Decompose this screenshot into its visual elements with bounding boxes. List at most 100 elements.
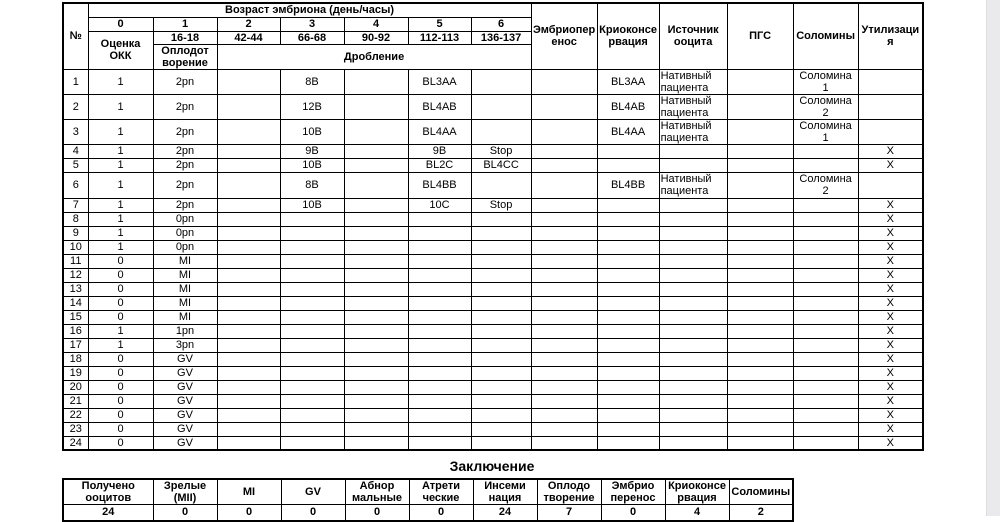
data-cell [279, 211, 345, 227]
data-cell: BL4BB [407, 171, 472, 199]
embryo-row: 3 1 2pn 10B BL4AA BL4AA Нативный пациента Солом… [62, 118, 924, 145]
data-cell: 12B [279, 93, 345, 120]
data-cell [470, 295, 532, 311]
row-number-cell: 5 [62, 157, 89, 173]
data-cell: Соломина 2 [792, 93, 859, 120]
data-cell [470, 337, 532, 353]
data-cell [726, 407, 794, 423]
data-cell [407, 323, 472, 339]
col-header-fertilization: Оплодот ворение [152, 43, 218, 70]
data-cell [792, 435, 859, 451]
data-cell: 1 [87, 68, 154, 95]
data-cell [530, 143, 598, 159]
data-cell [343, 379, 409, 395]
data-cell [596, 379, 660, 395]
data-cell: GV [152, 435, 218, 451]
data-cell [596, 295, 660, 311]
col-header-straws: Соломины [792, 2, 859, 70]
data-cell [530, 281, 598, 297]
data-cell [470, 267, 532, 283]
data-cell: 0 [87, 309, 154, 325]
data-cell [407, 239, 472, 255]
embryo-row: 5 1 2pn 10B BL2C BL4CC X [62, 157, 924, 173]
data-cell [792, 239, 859, 255]
data-cell [726, 118, 794, 145]
data-cell [596, 281, 660, 297]
row-number-cell: 23 [62, 421, 89, 437]
data-cell [726, 351, 794, 367]
data-cell [279, 393, 345, 409]
col-header-disposal: Утилизаци я [857, 2, 924, 70]
summary-value-gv: 0 [280, 504, 346, 521]
embryo-row: 22 0 GV X [62, 407, 924, 423]
data-cell [407, 351, 472, 367]
data-cell: 10B [279, 197, 345, 213]
data-cell: X [857, 295, 924, 311]
data-cell [343, 171, 409, 199]
data-cell [726, 225, 794, 241]
summary-value-straws: 2 [728, 504, 794, 521]
data-cell [530, 68, 598, 95]
embryology-sheet: № Возраст эмбриона (день/часы) Эмбриопер… [62, 2, 925, 522]
data-cell: BL4CC [470, 157, 532, 173]
data-cell: X [857, 351, 924, 367]
data-cell [596, 435, 660, 451]
data-cell: Stop [470, 197, 532, 213]
row-number-cell: 9 [62, 225, 89, 241]
data-cell: 3pn [152, 337, 218, 353]
data-cell [530, 435, 598, 451]
data-cell [216, 393, 281, 409]
data-cell: 0 [87, 267, 154, 283]
data-cell [279, 351, 345, 367]
data-cell: 10B [279, 118, 345, 145]
conclusion-title: Заключение [449, 458, 535, 474]
summary-value-cryopreservation: 4 [664, 504, 730, 521]
data-cell: 0 [87, 421, 154, 437]
hour-range: 16-18 [152, 30, 218, 45]
data-cell [279, 421, 345, 437]
data-cell: BL3AA [407, 68, 472, 95]
data-cell [343, 211, 409, 227]
data-cell [216, 225, 281, 241]
data-cell [530, 93, 598, 120]
data-cell: GV [152, 407, 218, 423]
data-cell [792, 323, 859, 339]
row-number-cell: 8 [62, 211, 89, 227]
data-cell: 1 [87, 197, 154, 213]
data-cell: X [857, 267, 924, 283]
data-cell [658, 407, 728, 423]
data-cell [470, 225, 532, 241]
data-cell [792, 267, 859, 283]
data-cell: 0pn [152, 211, 218, 227]
summary-values-row: 24 0 0 0 0 0 24 7 0 4 2 [62, 504, 794, 521]
data-cell [530, 421, 598, 437]
summary-header-fertilization: Оплодо творение [536, 478, 602, 505]
data-cell [792, 295, 859, 311]
data-cell [726, 211, 794, 227]
data-cell [343, 253, 409, 269]
data-cell: 0 [87, 407, 154, 423]
data-cell [216, 351, 281, 367]
data-cell [530, 351, 598, 367]
data-cell [279, 407, 345, 423]
data-cell [343, 239, 409, 255]
row-number-cell: 10 [62, 239, 89, 255]
day-number: 1 [152, 16, 218, 32]
data-cell [726, 365, 794, 381]
data-cell [792, 407, 859, 423]
row-number-cell: 4 [62, 143, 89, 159]
data-cell [726, 421, 794, 437]
data-cell [792, 379, 859, 395]
embryo-row: 14 0 MI X [62, 295, 924, 311]
data-cell [343, 118, 409, 145]
data-cell: X [857, 143, 924, 159]
data-cell [343, 309, 409, 325]
day-number: 0 [87, 16, 154, 32]
data-cell [596, 267, 660, 283]
data-cell: 1 [87, 93, 154, 120]
data-cell [530, 118, 598, 145]
data-cell: X [857, 211, 924, 227]
summary-value-embryo-transfer: 0 [600, 504, 666, 521]
data-cell: 1 [87, 239, 154, 255]
data-cell [792, 143, 859, 159]
